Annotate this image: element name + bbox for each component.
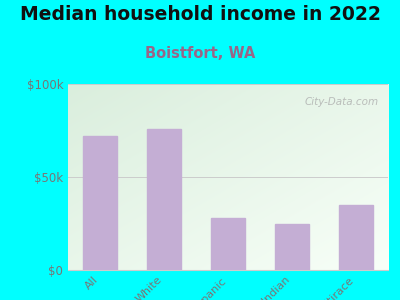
Text: Boistfort, WA: Boistfort, WA bbox=[145, 46, 255, 62]
Text: City-Data.com: City-Data.com bbox=[304, 97, 378, 107]
Bar bbox=[147, 129, 181, 270]
Bar bbox=[83, 136, 117, 270]
Text: Median household income in 2022: Median household income in 2022 bbox=[20, 4, 380, 23]
Bar bbox=[275, 224, 309, 270]
Bar bbox=[211, 218, 245, 270]
Bar bbox=[339, 205, 373, 270]
